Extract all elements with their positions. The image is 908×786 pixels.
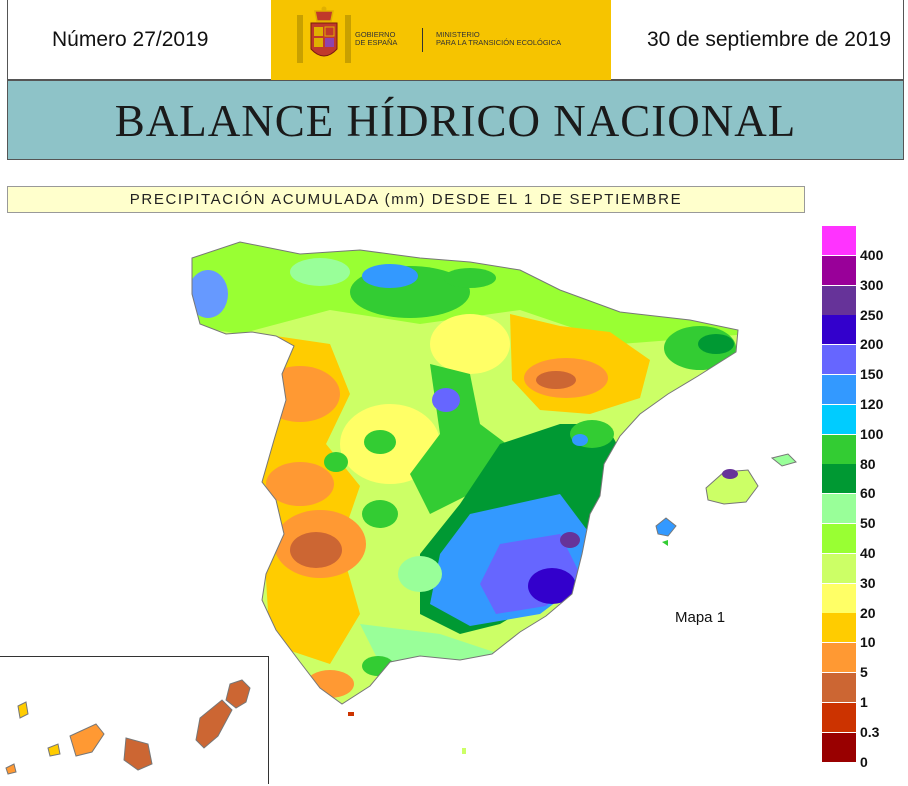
issue-number: Número 27/2019 [52,28,209,51]
legend-swatch [822,553,856,583]
legend-item: 400 [822,226,902,263]
legend-item: 60 [822,464,902,501]
legend-swatch [822,315,856,345]
map-subtitle: PRECIPITACIÓN ACUMULADA (mm) DESDE EL 1 … [129,191,683,208]
legend-label: 60 [860,485,876,502]
legend-swatch [822,613,856,643]
legend-item: 0 [822,732,902,770]
ceuta-marker [348,712,354,716]
legend-swatch [822,732,856,762]
legend-swatch [822,643,856,673]
legend-swatch [822,404,856,434]
government-logo: GOBIERNO DE ESPAÑA MINISTERIO PARA LA TR… [271,0,611,80]
legend-item: 20 [822,583,902,621]
legend-label: 80 [860,455,876,472]
header-bar: Número 27/2019 GOBIERNO DE ESPAÑA MINIST… [7,0,904,80]
legend-item: 100 [822,404,902,442]
legend-label: 100 [860,425,884,442]
legend-item: 250 [822,285,902,323]
gov-logo-text: GOBIERNO DE ESPAÑA [355,30,398,47]
report-date: 30 de septiembre de 2019 [646,28,891,51]
legend-swatch [822,255,856,285]
legend-label: 120 [860,396,884,412]
legend-swatch [822,702,856,732]
canary-islands [5,679,251,775]
map-label: Mapa 1 [675,609,726,626]
legend-label: 5 [860,664,868,681]
legend-item: 5 [822,643,902,680]
legend-swatch [822,464,856,494]
legend-label: 20 [860,604,876,621]
legend-item: 10 [822,613,902,650]
coat-of-arms-icon [297,6,351,63]
legend-swatch [822,673,856,702]
melilla-marker [462,748,466,754]
legend-item: 0.3 [822,702,902,740]
subtitle-banner: PRECIPITACIÓN ACUMULADA (mm) DESDE EL 1 … [7,186,805,213]
precipitation-map [5,241,797,775]
legend-item: 30 [822,553,902,591]
legend-item: 200 [822,315,902,352]
legend-item: 120 [822,375,902,412]
legend-label: 150 [860,366,884,383]
legend-item: 80 [822,434,902,472]
legend-label: 50 [860,515,876,532]
legend-label: 0 [860,753,868,770]
legend-swatch [822,434,856,464]
logo-divider [422,28,423,52]
legend-label: 250 [860,306,884,323]
legend-label: 10 [860,634,876,651]
balearic-islands [655,453,797,546]
page-title: BALANCE HÍDRICO NACIONAL [114,96,797,146]
legend-label: 30 [860,574,876,591]
legend-label: 400 [860,247,884,263]
legend-item: 50 [822,494,902,531]
legend-label: 300 [860,276,884,293]
legend-item: 40 [822,524,902,561]
canary-inset-frame [0,656,269,784]
title-banner: BALANCE HÍDRICO NACIONAL [7,80,904,160]
legend-swatch [822,524,856,553]
legend-swatch [822,285,856,315]
legend-swatch [822,345,856,375]
legend-label: 1 [860,694,868,710]
legend-swatch [822,494,856,524]
legend-item: 1 [822,673,902,710]
legend-item: 300 [822,255,902,293]
legend-label: 0.3 [860,723,880,740]
legend-swatch [822,226,856,255]
legend-swatch [822,583,856,613]
legend-item: 150 [822,345,902,382]
precipitation-legend: 400 300 250 200 150 120 100 80 60 50 40 30 20 10 5 1 0.3… [822,226,902,770]
legend-label: 40 [860,545,876,561]
peninsula-precipitation-fill [192,242,738,704]
legend-swatch [822,375,856,404]
legend-label: 200 [860,336,884,353]
ministry-logo-text: MINISTERIO PARA LA TRANSICIÓN ECOLÓGICA [436,30,562,47]
